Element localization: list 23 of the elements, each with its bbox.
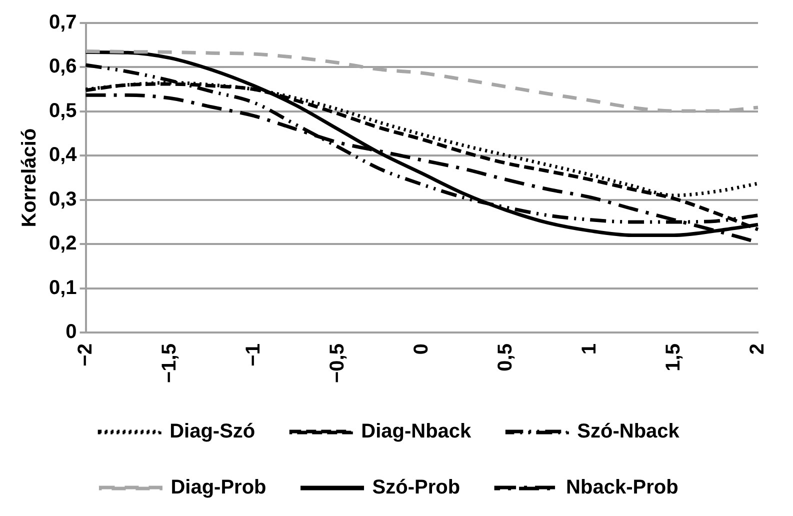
legend-label: Diag-Prob xyxy=(170,476,266,499)
x-tick-label: −0,5 xyxy=(326,344,348,383)
x-tick-label: 1 xyxy=(578,344,600,355)
x-tick-label: 0,5 xyxy=(494,344,516,372)
y-axis-title: Korreláció xyxy=(18,128,41,228)
y-tick-label: 0,4 xyxy=(48,144,78,166)
y-tick-label: 0,5 xyxy=(48,100,77,122)
x-tick-label: 2 xyxy=(746,344,769,355)
x-tick-label: −1 xyxy=(242,344,264,366)
legend-label: Diag-Szó xyxy=(170,420,256,443)
x-tick-label: 1,5 xyxy=(662,344,684,372)
x-tick-label: 0 xyxy=(410,344,432,355)
y-tick-label: 0,7 xyxy=(48,12,77,34)
y-tick-label: 0,1 xyxy=(48,276,77,299)
y-tick-label: 0,2 xyxy=(48,232,77,255)
legend-label: Szó-Prob xyxy=(372,476,460,499)
x-tick-label: −2 xyxy=(74,344,96,366)
x-tick-label: −1,5 xyxy=(158,344,180,383)
legend-label: Szó-Nback xyxy=(577,420,680,443)
legend-label: Diag-Nback xyxy=(361,420,472,443)
y-tick-label: 0,6 xyxy=(48,56,77,78)
legend-label: Nback-Prob xyxy=(566,476,678,499)
y-tick-label: 0,3 xyxy=(48,188,77,210)
